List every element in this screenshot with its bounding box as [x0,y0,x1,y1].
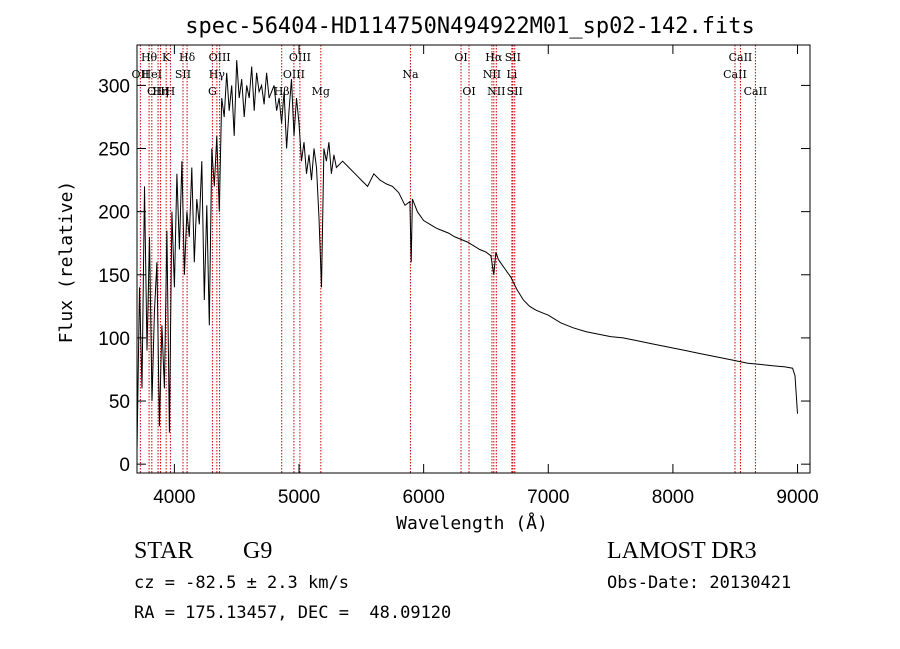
spectral-line-label: G [208,85,217,98]
x-tick-label: 5000 [278,487,320,508]
spectral-line-label: OIII [209,51,231,64]
spectral-line-label: HeI [142,68,162,81]
spectral-line-label: NII [483,68,501,81]
y-tick-label: 200 [98,203,130,224]
spectral-line-label: OI [454,51,467,64]
x-tick-label: 4000 [153,487,195,508]
x-tick-label: 7000 [527,487,569,508]
spectral-line-label: Hδ [179,51,196,64]
spectral-line-label: Hα [485,51,503,64]
y-tick-label: 0 [119,455,130,476]
spectral-line-label: CaII [744,85,768,98]
spectral-line-label: H [166,85,176,98]
spectral-line-label: OI [462,85,475,98]
spectral-line-label: Hβ [274,85,290,98]
y-tick-label: 50 [109,392,130,413]
y-tick-label: 300 [98,76,130,97]
x-axis-label: Wavelength (Å) [396,512,548,534]
spectral-line-label: NII [487,85,505,98]
spectral-line-label: K [162,51,171,64]
plot-frame [136,44,811,474]
spectral-line-label: SII [507,85,523,98]
spectral-line-label: OIII [283,68,305,81]
spectral-line-label: Hγ [209,68,226,81]
spectral-line-label: CaII [723,68,747,81]
chart-title: spec-56404-HD114750N494922M01_sp02-142.f… [185,14,755,39]
survey-name: LAMOST DR3 [607,538,757,564]
object-subclass: G9 [243,538,273,564]
spectral-line-label: Li [506,68,517,81]
spectral-line-labels: OII Hθ HeI OIII K SII HηH Hδ OIII Hγ G OIII OIII Hβ Mg… [132,51,768,98]
obs-date: Obs-Date: 20130421 [607,573,792,593]
spectral-line-label: Na [402,68,419,81]
redshift-text: cz = -82.5 ± 2.3 km/s [134,573,349,593]
y-axis-ticks: 0 50 100 150 200 250 300 [98,76,810,476]
spectral-line-label: OII [132,68,150,81]
x-tick-label: 9000 [776,487,818,508]
x-tick-label: 8000 [652,487,694,508]
spectral-line-label: Hθ [141,51,158,64]
spectral-line-label: CaII [729,51,753,64]
spectrum-series-line [136,60,798,452]
y-axis-label: Flux (relative) [56,181,77,344]
x-tick-label: 6000 [403,487,445,508]
spectral-line-label: SII [505,51,521,64]
y-tick-label: 250 [98,140,130,161]
spectral-line-label: OIII [289,51,311,64]
spectral-line-label: SII [175,68,191,81]
x-axis-ticks: 4000 5000 6000 7000 8000 9000 [153,45,819,508]
y-tick-label: 100 [98,329,130,350]
spectral-line-label: Mg [312,85,330,98]
y-tick-label: 150 [98,266,130,287]
spectral-line-label: Hη [152,85,168,98]
object-class: STAR [134,538,194,564]
coordinates-text: RA = 175.13457, DEC = 48.09120 [134,603,452,623]
spectral-line-label: OIII [147,85,169,98]
